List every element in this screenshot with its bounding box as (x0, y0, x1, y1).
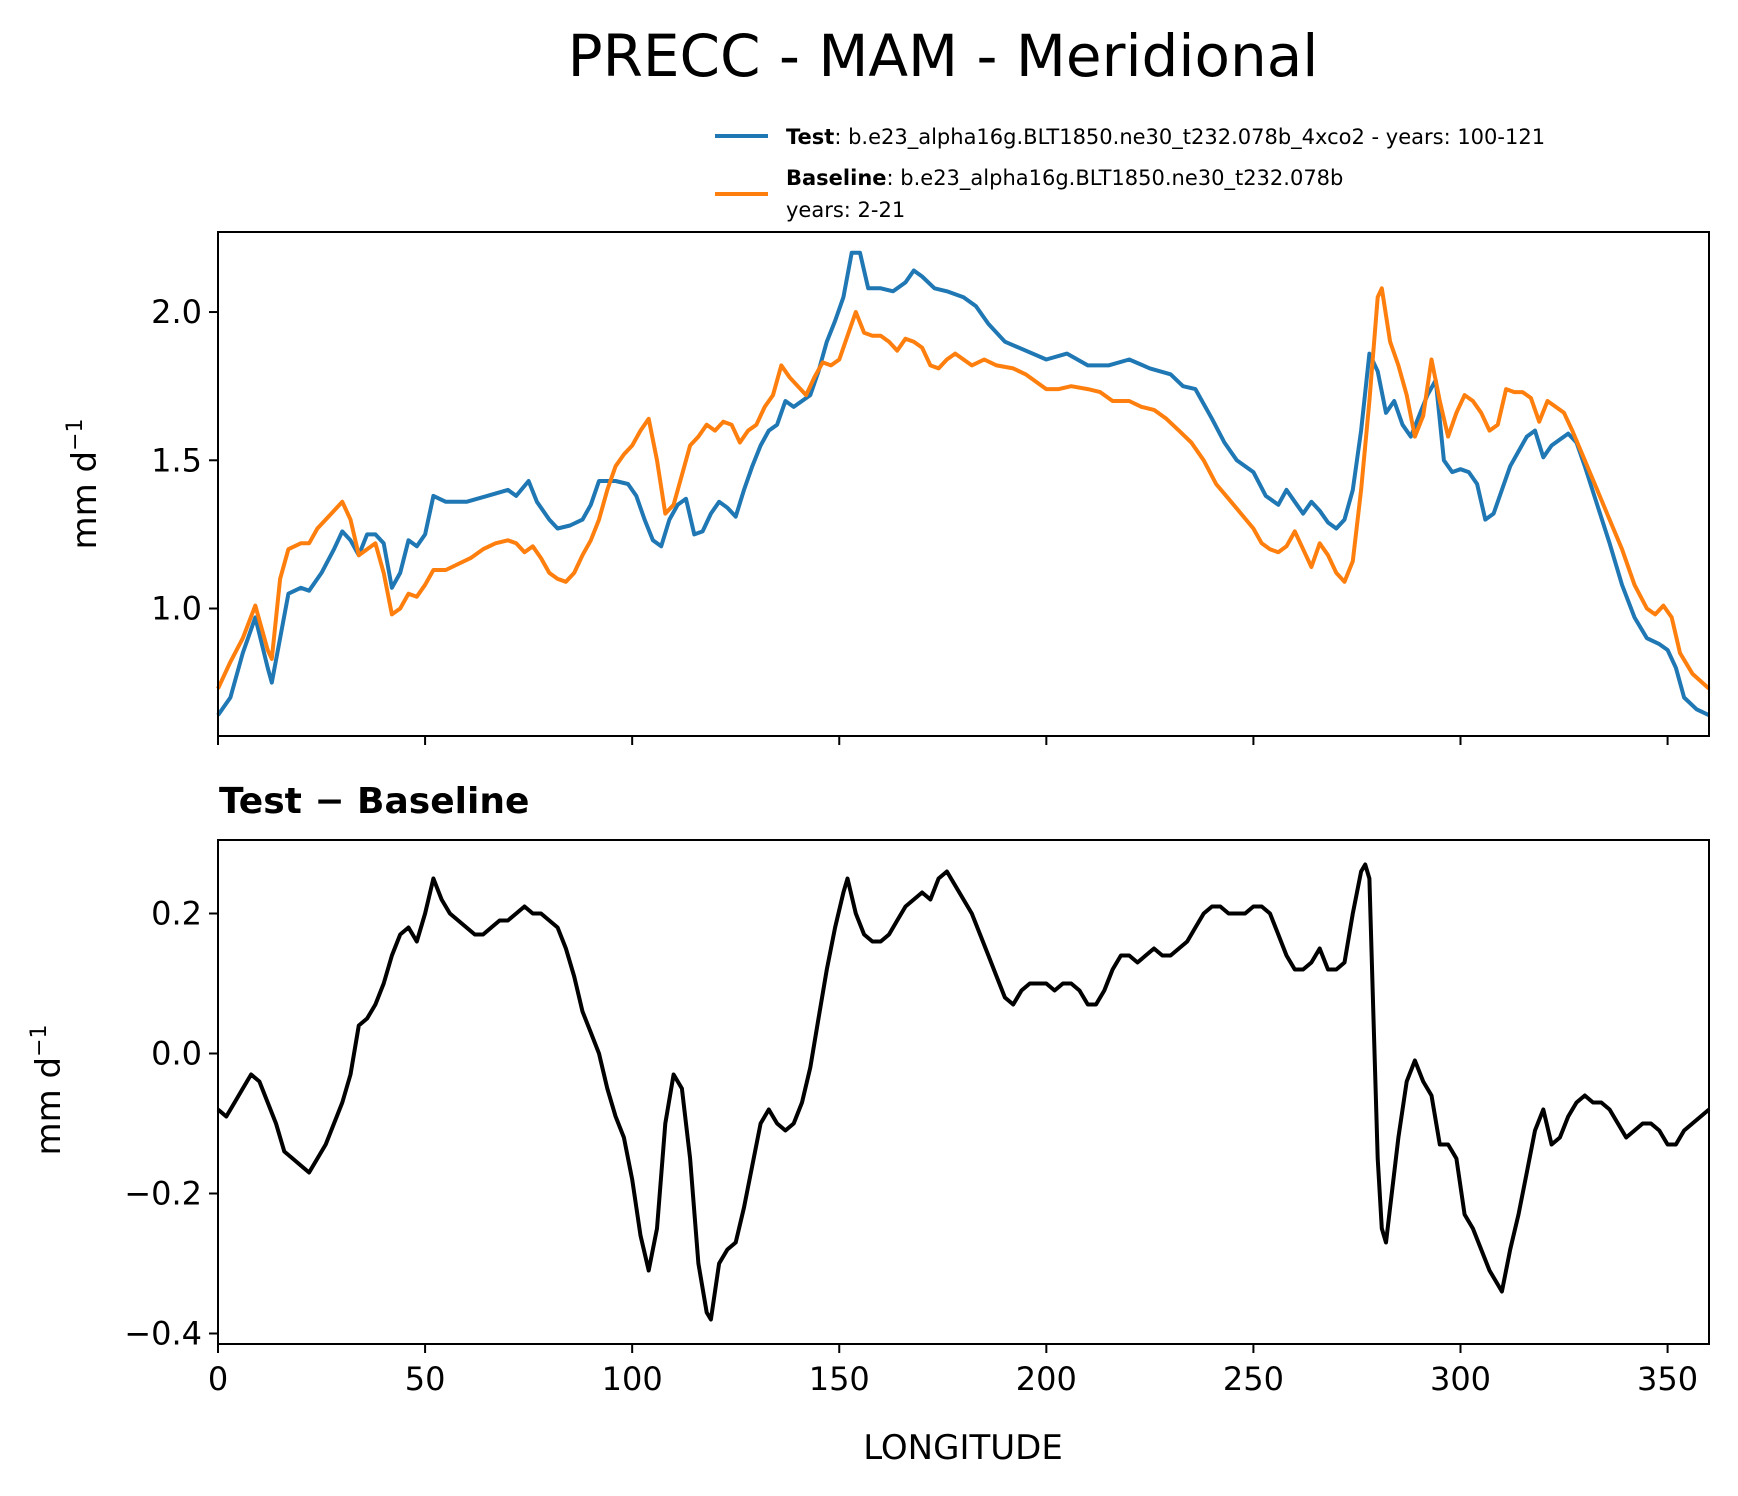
top-panel: 1.0 1.5 2.0 mm d−1 (63, 231, 1711, 745)
x-tick-label: 100 (602, 1360, 663, 1398)
y-tick-label: −0.2 (124, 1175, 202, 1213)
bottom-ylabel: mm d−1 (27, 1024, 69, 1155)
x-tick-label: 200 (1016, 1360, 1077, 1398)
bottom-plot-frame (217, 839, 1710, 1345)
x-tick-label: 50 (405, 1360, 446, 1398)
bottom-x-ticks: 0 50 100 150 200 250 300 350 (208, 1344, 1698, 1398)
y-tick-label: 0.2 (151, 895, 202, 933)
legend-baseline-text: : b.e23_alpha16g.BLT1850.ne30_t232.078b (887, 166, 1344, 191)
top-ylabel: mm d−1 (63, 418, 105, 549)
x-tick-label: 150 (809, 1360, 870, 1398)
x-tick-label: 300 (1430, 1360, 1491, 1398)
bottom-panel: Test − Baseline −0.4 −0.2 0.0 0.2 0 50 100 150… (27, 781, 1711, 1468)
top-plot-frame (217, 231, 1710, 737)
bottom-ylabel-base: mm d (29, 1057, 69, 1156)
y-tick-label: −0.4 (124, 1315, 202, 1353)
legend-entry-test: Test: b.e23_alpha16g.BLT1850.ne30_t232.0… (786, 125, 1545, 150)
bottom-ylabel-exp: −1 (27, 1024, 52, 1056)
bottom-panel-title: Test − Baseline (219, 781, 529, 822)
x-tick-label: 350 (1637, 1360, 1698, 1398)
y-tick-label: 0.0 (151, 1035, 202, 1073)
top-ylabel-exp: −1 (63, 418, 88, 450)
legend-baseline-label: Baseline (786, 166, 887, 190)
legend-entry-baseline: Baseline: b.e23_alpha16g.BLT1850.ne30_t2… (786, 166, 1343, 191)
bottom-series-group (216, 862, 1711, 1322)
bottom-xlabel: LONGITUDE (863, 1428, 1063, 1468)
test-series-line (216, 250, 1710, 718)
bottom-y-ticks: −0.4 −0.2 0.0 0.2 (124, 895, 218, 1353)
top-x-ticks (217, 736, 1669, 745)
figure-title: PRECC - MAM - Meridional (568, 22, 1319, 90)
legend-test-label: Test (786, 125, 834, 149)
y-tick-label: 2.0 (151, 293, 202, 331)
x-tick-label: 250 (1223, 1360, 1284, 1398)
legend: Test: b.e23_alpha16g.BLT1850.ne30_t232.0… (715, 125, 1545, 222)
legend-baseline-years: years: 2-21 (786, 198, 905, 222)
top-series-group (216, 250, 1711, 718)
difference-series-line (216, 862, 1711, 1322)
baseline-series-line (216, 286, 1711, 691)
x-tick-label: 0 (208, 1360, 228, 1398)
y-tick-label: 1.5 (151, 441, 202, 479)
y-tick-label: 1.0 (151, 590, 202, 628)
top-y-ticks: 1.0 1.5 2.0 (151, 293, 218, 628)
legend-test-text: : b.e23_alpha16g.BLT1850.ne30_t232.078b_… (834, 125, 1545, 150)
top-ylabel-base: mm d (65, 451, 105, 550)
